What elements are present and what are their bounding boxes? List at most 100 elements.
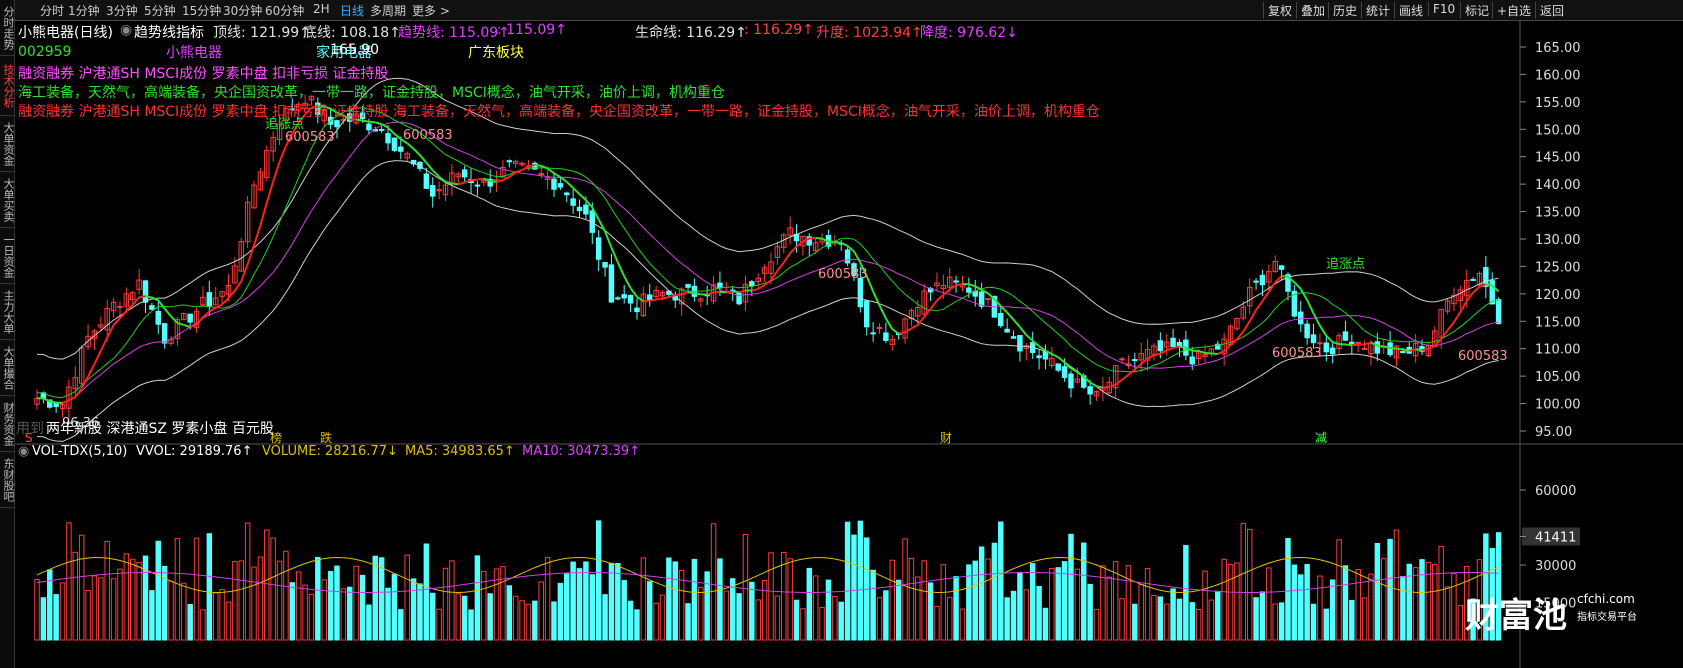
toolbar-button-2[interactable]: 历史 bbox=[1328, 2, 1361, 19]
candle-body bbox=[404, 153, 410, 159]
price-tick-label-12: 105.00 bbox=[1535, 370, 1581, 385]
trend-segment bbox=[470, 178, 478, 182]
candle-body bbox=[857, 277, 864, 308]
sidebar-tab-7[interactable]: 财务资金 bbox=[0, 396, 15, 452]
volume-bar bbox=[819, 606, 825, 641]
period-tab-8[interactable]: 日线 bbox=[340, 4, 365, 18]
trend-segment bbox=[1261, 291, 1270, 302]
volume-bar bbox=[1119, 598, 1125, 641]
volume-tick-label-3: 15000 bbox=[1535, 597, 1576, 612]
volume-toggle-icon[interactable]: ◉ bbox=[18, 444, 30, 459]
trend-segment bbox=[726, 290, 733, 294]
trend-segment bbox=[445, 180, 453, 185]
sidebar-tab-8[interactable]: 东财股吧 bbox=[0, 452, 15, 508]
trend-segment bbox=[1032, 340, 1040, 347]
candle-body bbox=[519, 162, 525, 166]
bottom-prefix: 用到 bbox=[16, 421, 44, 437]
trend-segment bbox=[687, 291, 695, 295]
volume-bar bbox=[525, 603, 532, 641]
trend-segment bbox=[585, 199, 594, 208]
candle-body bbox=[755, 277, 761, 283]
volume-bar bbox=[736, 593, 742, 641]
candle-body bbox=[506, 160, 513, 163]
volume-bar bbox=[627, 600, 634, 641]
period-tab-5[interactable]: 30分钟 bbox=[223, 4, 263, 18]
candle-body bbox=[219, 291, 225, 297]
volume-bar bbox=[634, 609, 640, 641]
event-marker-0: S bbox=[25, 431, 33, 445]
trend-segment bbox=[534, 163, 542, 167]
candle-body bbox=[251, 184, 257, 209]
period-tab-2[interactable]: 3分钟 bbox=[106, 4, 138, 18]
candle-body bbox=[736, 292, 742, 305]
volume-bar bbox=[334, 565, 340, 641]
trend-segment bbox=[949, 284, 957, 291]
period-tab-1[interactable]: 1分钟 bbox=[68, 4, 100, 18]
trend-segment bbox=[368, 120, 376, 124]
volume-bar bbox=[315, 556, 321, 641]
volume-bar bbox=[851, 534, 857, 641]
trend-segment bbox=[375, 121, 382, 126]
toolbar-button-7[interactable]: +自选 bbox=[1492, 2, 1535, 19]
period-tab-7[interactable]: 2H bbox=[313, 2, 330, 16]
kline-chart[interactable]: 165.00 160.00 155.00 150.00 145.00 140.00 135.… bbox=[15, 20, 1683, 668]
volume-bar bbox=[1259, 591, 1266, 641]
candle-body bbox=[474, 184, 481, 187]
toolbar-button-8[interactable]: 返回 bbox=[1535, 2, 1568, 19]
toolbar-button-1[interactable]: 叠加 bbox=[1296, 2, 1329, 19]
trend-segment bbox=[757, 284, 766, 290]
toolbar-button-4[interactable]: 画线 bbox=[1394, 2, 1427, 19]
volume-bar bbox=[410, 578, 417, 641]
concept-line-3: 融资融券 沪港通SH MSCI成份 罗素中盘 扣非亏损 证金持股 海工装备，天然… bbox=[18, 104, 1100, 120]
period-tab-4[interactable]: 15分钟 bbox=[182, 4, 222, 18]
trend-segment bbox=[112, 317, 121, 326]
sidebar-tab-3[interactable]: 大单买卖 bbox=[0, 172, 15, 228]
candle-body bbox=[774, 246, 781, 259]
candle-body bbox=[806, 236, 813, 246]
candle-body bbox=[851, 263, 857, 276]
trend-segment bbox=[1185, 346, 1193, 352]
trend-segment bbox=[1051, 353, 1059, 359]
sidebar-tab-0[interactable]: 分时走势 bbox=[0, 0, 15, 56]
trend-segment bbox=[1229, 338, 1238, 346]
sidebar-tab-6[interactable]: 大单撮合 bbox=[0, 340, 15, 396]
volume-bar bbox=[289, 582, 296, 641]
period-tab-0[interactable]: 分时 bbox=[40, 4, 65, 18]
sidebar-tab-2[interactable]: 大单资金 bbox=[0, 116, 15, 172]
trend-segment bbox=[1428, 345, 1436, 350]
sidebar-tab-4[interactable]: 一日资金 bbox=[0, 228, 15, 284]
trend-segment bbox=[304, 106, 313, 116]
volume-bar bbox=[1170, 588, 1176, 641]
candle-body bbox=[768, 261, 774, 274]
period-tab-9[interactable]: 多周期 bbox=[370, 4, 407, 18]
candle-body bbox=[200, 296, 206, 306]
price-tick-label-9: 120.00 bbox=[1535, 288, 1581, 303]
period-tab-10[interactable]: 更多 > bbox=[412, 4, 450, 18]
volume-bar bbox=[532, 600, 538, 641]
toolbar-button-0[interactable]: 复权 bbox=[1263, 2, 1296, 19]
volume-bar bbox=[1412, 567, 1419, 641]
trend-segment bbox=[1134, 363, 1142, 371]
period-tab-6[interactable]: 60分钟 bbox=[265, 4, 305, 18]
indicator-toggle-icon[interactable]: ◉ bbox=[120, 22, 133, 38]
sidebar-tab-1[interactable]: 技术分析 bbox=[0, 56, 15, 116]
volume-bar bbox=[1310, 603, 1317, 641]
volume-bar bbox=[1463, 565, 1470, 641]
sidebar-tab-5[interactable]: 主力大单 bbox=[0, 284, 15, 340]
trend-segment bbox=[1358, 343, 1365, 346]
toolbar-button-5[interactable]: F10 bbox=[1428, 2, 1459, 16]
volume-bar bbox=[1004, 597, 1010, 641]
toolbar-button-3[interactable]: 统计 bbox=[1361, 2, 1394, 19]
volume-bar bbox=[1081, 542, 1087, 641]
volume-bar bbox=[442, 567, 449, 641]
volume-bar bbox=[895, 579, 902, 641]
trend-segment bbox=[157, 299, 166, 310]
volume-bar bbox=[404, 554, 410, 641]
vvol-value: VVOL: 29189.76↑ bbox=[136, 444, 253, 459]
volume-indicator-name[interactable]: VOL-TDX(5,10) bbox=[32, 444, 128, 459]
toolbar-button-6[interactable]: 标记 bbox=[1460, 2, 1493, 19]
volume-bar bbox=[1304, 563, 1310, 641]
volume-tick-label-1: 41411 bbox=[1535, 530, 1576, 545]
indicator-name[interactable]: 趋势线指标 bbox=[134, 25, 204, 41]
period-tab-3[interactable]: 5分钟 bbox=[144, 4, 176, 18]
